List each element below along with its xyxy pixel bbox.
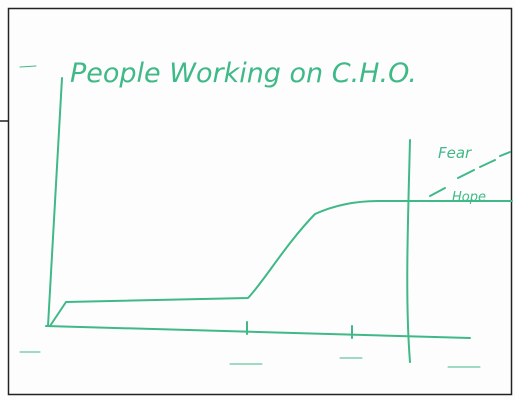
hope-pointer xyxy=(429,187,446,197)
now-line xyxy=(406,139,411,363)
x-label-scribble xyxy=(19,351,481,368)
annotation: Hope xyxy=(452,190,486,205)
y-axis xyxy=(47,77,63,327)
curve xyxy=(49,200,513,327)
annotation: Fear xyxy=(438,144,472,162)
y-label-scribble xyxy=(19,65,37,68)
sketch xyxy=(19,65,513,368)
fear-dashes xyxy=(457,151,511,179)
title: People Working on C.H.O. xyxy=(70,58,417,89)
x-axis xyxy=(45,325,471,339)
